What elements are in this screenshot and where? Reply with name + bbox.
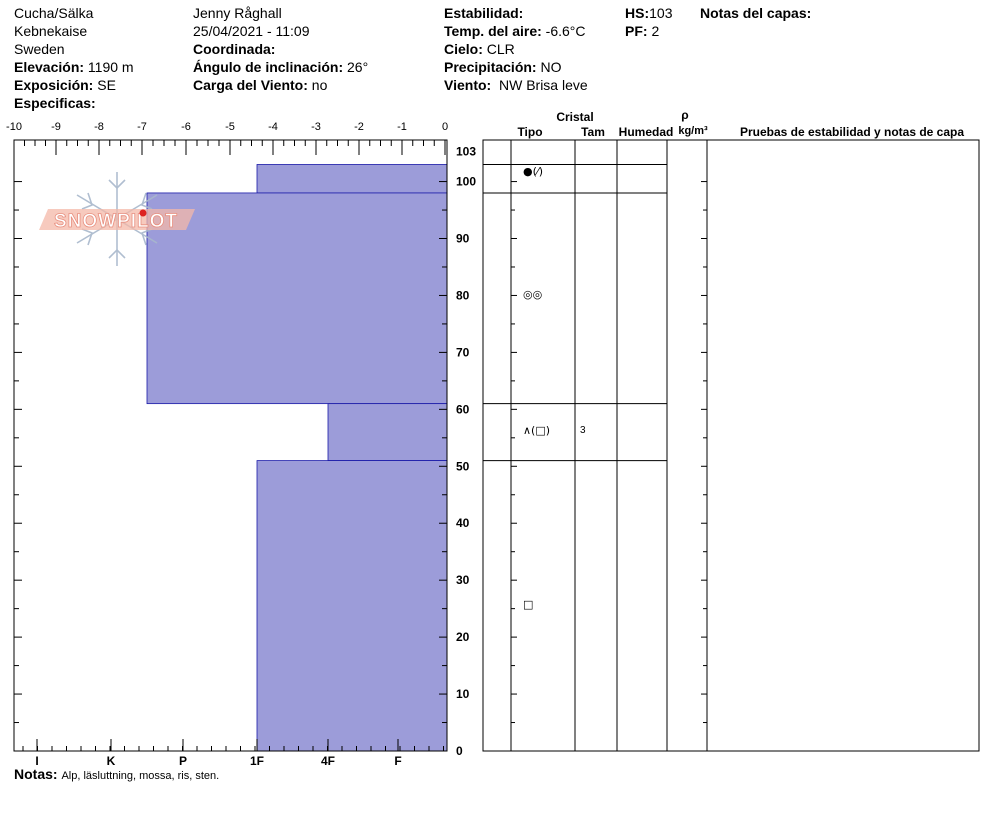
observer-name: Jenny Råghall [193, 5, 282, 21]
notes-label: Notas: [14, 766, 58, 782]
hardness-label: 1F [250, 754, 264, 768]
hardness-label: P [179, 754, 187, 768]
height-label: 30 [456, 573, 470, 587]
logo-dot [139, 209, 147, 217]
specifics-row: Especificas: [14, 95, 96, 111]
stability-row: Estabilidad: [444, 5, 524, 21]
top-tick-label: -8 [94, 121, 104, 133]
air-temp-row: Temp. del aire: -6.6°C [444, 23, 586, 39]
header-col-3: Estabilidad: Temp. del aire: -6.6°C Ciel… [444, 4, 588, 94]
layer-bar-1 [146, 192, 448, 405]
wind-load-value: no [311, 77, 328, 93]
hardness-label: 4F [321, 754, 335, 768]
header-moisture: Humedad [619, 125, 674, 139]
header-col-4: HS:103 PF: 2 [625, 4, 672, 40]
table-border [482, 139, 980, 752]
header-col-2: Jenny Råghall 25/04/2021 - 11:09 Coordin… [193, 4, 368, 94]
top-tick-label: -9 [51, 121, 61, 133]
hardness-label: F [394, 754, 401, 768]
header-col-5: Notas del capas: [700, 4, 811, 22]
sky-row: Cielo: CLR [444, 41, 515, 57]
header-crystal: Cristal [556, 110, 593, 124]
precip-row: Precipitación: NO [444, 59, 562, 75]
layer-bar-2 [327, 403, 448, 461]
aspect-value: SE [97, 77, 116, 93]
layer-bar-3 [256, 460, 448, 752]
wind-load-row: Carga del Viento: no [193, 77, 328, 93]
height-label: 103 [456, 144, 476, 158]
top-tick-label: -3 [311, 121, 321, 133]
hs-value: 103 [649, 5, 673, 21]
grain-type-3: □ [523, 598, 533, 611]
area-name: Kebnekaise [14, 23, 88, 39]
header-size: Tam [581, 125, 605, 139]
height-label: 0 [456, 744, 463, 758]
grain-type-0: ●(⁄) [523, 165, 543, 178]
height-label: 60 [456, 402, 470, 416]
layer-bar-0 [256, 164, 448, 194]
header-type: Tipo [517, 125, 542, 139]
height-label: 10 [456, 687, 470, 701]
height-label: 40 [456, 516, 470, 530]
profile-frame: -10 -9 -8 -7 -6 -5 -4 -3 -2 -1 0I K P 1F 4F F0102030405… [6, 121, 476, 768]
grain-type-1: ◎◎ [523, 288, 542, 301]
height-label: 90 [456, 232, 470, 246]
grain-type-2: ∧(□) [523, 424, 550, 437]
top-tick-label: -7 [137, 121, 147, 133]
slope-value: 26° [347, 59, 369, 75]
height-label: 70 [456, 345, 470, 359]
pf-value: 2 [651, 23, 660, 39]
top-tick-label: -5 [225, 121, 235, 133]
notes-row: Notas: Alp, läsluttning, mossa, ris, ste… [14, 766, 219, 782]
wind-row: Viento: NW Brisa leve [444, 77, 588, 93]
top-tick-label: 0 [442, 121, 448, 133]
height-label: 20 [456, 630, 470, 644]
snowpilot-logo: SNOWPILOT [39, 172, 195, 266]
pf-row: PF: 2 [625, 23, 660, 39]
slope-row: Ángulo de inclinación: 26° [193, 59, 369, 75]
height-label: 100 [456, 175, 476, 189]
top-tick-label: -4 [268, 121, 278, 133]
profile-layers [146, 164, 448, 752]
top-tick-label: -6 [181, 121, 191, 133]
grain-table: Cristal Tipo Tam Humedad ρ kg/m³ Pruebas de es… [482, 108, 980, 752]
height-label: 50 [456, 459, 470, 473]
aspect-row: Exposición: SE [14, 77, 116, 93]
grain-size-2: 3 [580, 425, 586, 436]
datetime: 25/04/2021 - 11:09 [193, 23, 310, 39]
air-temp-value: -6.6°C [545, 23, 586, 39]
coords-row: Coordinada: [193, 41, 276, 57]
elevation-value: 1190 m [87, 59, 134, 75]
notes-text: Alp, läsluttning, mossa, ris, sten. [61, 770, 220, 782]
precip-value: NO [540, 59, 562, 75]
sky-value: CLR [486, 41, 515, 57]
top-tick-label: -1 [397, 121, 407, 133]
header-rho: ρ [681, 108, 688, 122]
height-label: 80 [456, 288, 470, 302]
elevation-row: Elevación: 1190 m [14, 59, 134, 75]
layer-notes-label: Notas del capas: [700, 5, 812, 21]
wind-value: NW Brisa leve [498, 77, 588, 93]
logo-banner [39, 209, 195, 230]
header-col-1: Cucha/Sälka Kebnekaise Sweden Elevación:… [14, 4, 134, 112]
header-tests: Pruebas de estabilidad y notas de capa [740, 125, 964, 139]
hardness-label: I [35, 754, 38, 768]
country-name: Sweden [14, 41, 65, 57]
logo-text: SNOWPILOT [54, 211, 178, 232]
location-name: Cucha/Sälka [14, 5, 94, 21]
hs-row: HS:103 [625, 5, 673, 21]
hardness-label: K [107, 754, 116, 768]
top-tick-label: -2 [354, 121, 364, 133]
header-density: kg/m³ [678, 125, 708, 137]
top-tick-label: -10 [6, 121, 22, 133]
